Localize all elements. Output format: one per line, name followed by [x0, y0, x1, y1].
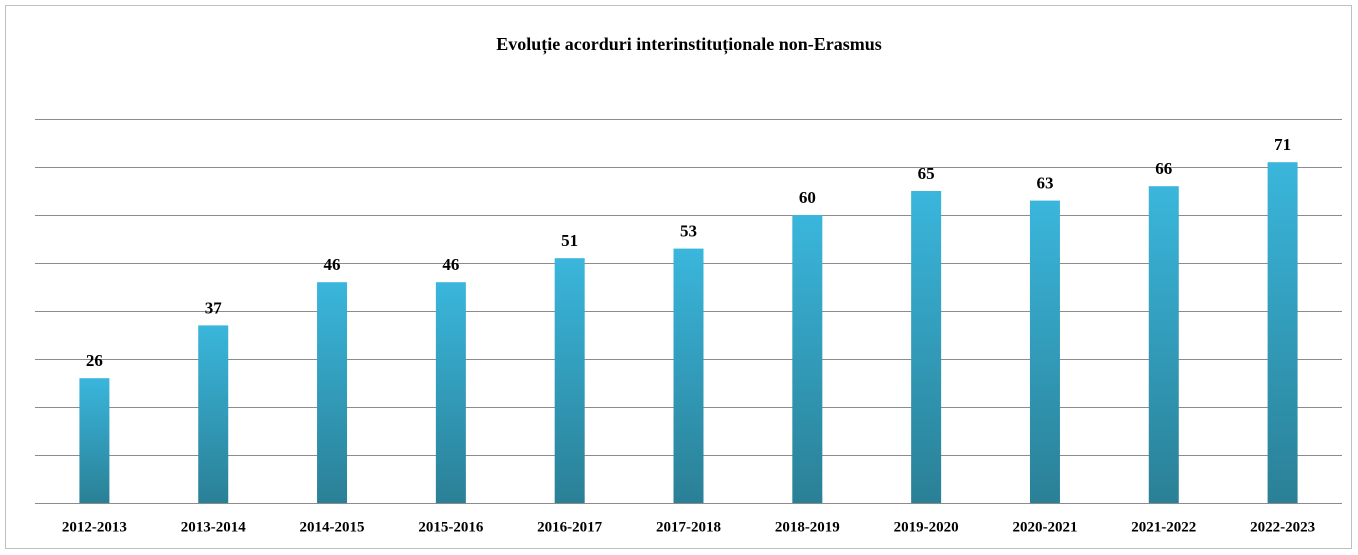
bar — [317, 282, 348, 503]
data-label: 46 — [442, 255, 459, 274]
bar — [1029, 200, 1060, 503]
data-label: 65 — [918, 164, 935, 183]
data-label: 71 — [1274, 135, 1291, 154]
data-label: 66 — [1155, 159, 1172, 178]
x-tick-label: 2020-2021 — [1012, 519, 1077, 535]
x-tick-label: 2016-2017 — [537, 519, 602, 535]
data-label: 60 — [799, 188, 816, 207]
bar — [435, 282, 466, 503]
bar — [673, 248, 704, 503]
x-tick-label: 2019-2020 — [894, 519, 959, 535]
x-tick-label: 2018-2019 — [775, 519, 840, 535]
x-tick-label: 2013-2014 — [181, 519, 246, 535]
data-label: 26 — [86, 351, 103, 370]
bar — [79, 378, 110, 503]
data-label: 63 — [1036, 174, 1053, 193]
chart-title: Evoluție acorduri interinstituționale no… — [496, 34, 882, 55]
bar — [198, 325, 229, 503]
x-tick-label: 2022-2023 — [1250, 519, 1315, 535]
x-tick-label: 2017-2018 — [656, 519, 721, 535]
bar — [792, 215, 823, 503]
x-tick-label: 2012-2013 — [62, 519, 127, 535]
data-label: 51 — [561, 231, 578, 250]
data-label: 37 — [205, 298, 223, 317]
data-label: 46 — [324, 255, 341, 274]
x-tick-label: 2021-2022 — [1131, 519, 1196, 535]
bar — [1148, 186, 1179, 503]
bar — [554, 258, 585, 503]
bar — [911, 191, 942, 503]
bar — [1267, 162, 1298, 503]
x-tick-label: 2014-2015 — [300, 519, 365, 535]
data-label: 53 — [680, 222, 697, 241]
x-tick-label: 2015-2016 — [418, 519, 483, 535]
